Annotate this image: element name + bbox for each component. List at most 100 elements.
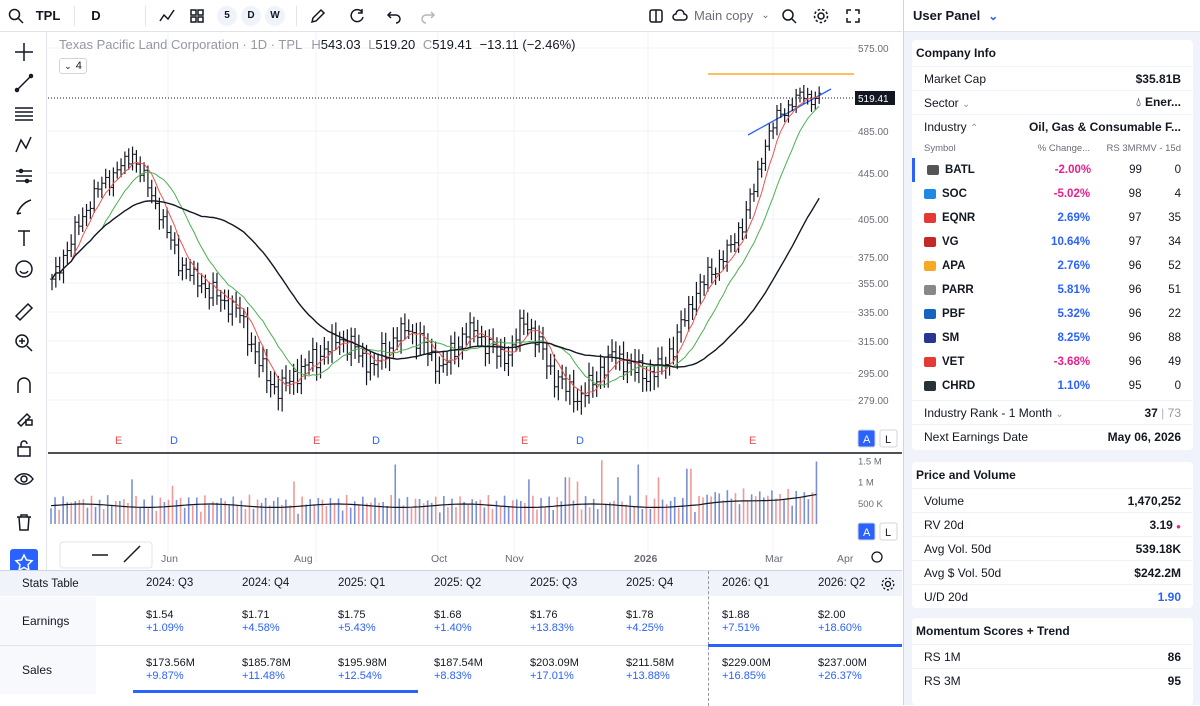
pattern-icon[interactable] <box>10 131 38 159</box>
earnings-marker[interactable]: E <box>115 435 122 447</box>
zoom-icon[interactable] <box>773 0 805 32</box>
volume-label: Volume <box>924 493 965 508</box>
avg-dollar-vol-label: Avg $ Vol. 50d <box>924 565 1002 580</box>
indicators-icon[interactable] <box>152 0 182 32</box>
layout-dropdown[interactable]: Main copy ⌄ <box>671 0 771 32</box>
rs3m-label: RS 3M <box>924 673 961 688</box>
emoji-icon[interactable] <box>10 255 38 283</box>
fullscreen-icon[interactable] <box>837 0 869 32</box>
user-panel-header[interactable]: User Panel ⌄ <box>904 0 1200 32</box>
redo-icon[interactable] <box>411 0 445 32</box>
earnings-marker[interactable]: E <box>749 435 756 447</box>
drop-icon: 💧︎ <box>1136 95 1141 109</box>
peer-row[interactable]: PARR 5.81% 96 51 <box>912 278 1193 302</box>
scale-button-bg[interactable] <box>879 429 898 448</box>
pencil-icon[interactable] <box>303 0 333 32</box>
peer-row[interactable]: SOC -5.02% 98 4 <box>912 182 1193 206</box>
peer-symbol: VET <box>942 356 965 368</box>
ud-value: 1.90 <box>1157 589 1181 604</box>
stats-column-header: 2025: Q1 <box>338 577 386 589</box>
industry-rank-label: Industry Rank - 1 Month <box>924 405 1053 420</box>
gear-icon[interactable] <box>805 0 837 32</box>
peer-symbol: EQNR <box>942 212 976 224</box>
ruler-icon[interactable] <box>10 298 38 326</box>
goto-realtime-icon[interactable] <box>871 551 883 563</box>
y-axis-tick: 575.00 <box>858 44 889 55</box>
price-chart[interactable]: 575.00 485.00 445.00 405.00 375.00 355.00 335.… <box>48 32 902 570</box>
legend-low-label: L <box>368 37 376 52</box>
templates-icon[interactable] <box>182 0 212 32</box>
earnings-growth: +4.25% <box>626 622 664 634</box>
chevron-down-icon: ⌄ <box>962 98 971 110</box>
peer-rmv: 0 <box>1174 380 1181 392</box>
earnings-cell: $1.71 +4.58% <box>242 609 280 635</box>
magnet-icon[interactable] <box>10 372 38 400</box>
interval-button[interactable]: D <box>91 8 101 23</box>
scale-button-bg[interactable] <box>857 429 876 448</box>
earnings-growth: +1.09% <box>146 622 184 634</box>
sales-cell: $229.00M +16.85% <box>722 657 771 683</box>
range-d-button[interactable]: D <box>241 5 261 26</box>
stats-settings-icon[interactable] <box>880 576 896 592</box>
crosshair-icon[interactable] <box>10 38 38 66</box>
trendline[interactable] <box>747 88 832 136</box>
peer-row[interactable]: CHRD 1.10% 95 0 <box>912 374 1193 398</box>
symbol-search-icon[interactable] <box>4 0 28 32</box>
peer-row[interactable]: PBF 5.32% 96 22 <box>912 302 1193 326</box>
unlock-icon[interactable] <box>10 434 38 462</box>
industry-rank-value: 37 <box>1144 405 1158 420</box>
earnings-growth: +18.60% <box>818 622 862 634</box>
volume-auto-scale-button[interactable]: A <box>863 527 871 539</box>
trash-icon[interactable] <box>10 508 38 536</box>
rv-row: RV 20d 3.19 ● <box>912 512 1193 536</box>
peer-row[interactable]: EQNR 2.69% 97 35 <box>912 206 1193 230</box>
symbol-label[interactable]: TPL <box>35 8 61 23</box>
volume-log-scale-button[interactable]: L <box>885 527 891 539</box>
market-cap-row: Market Cap $35.81B <box>912 66 1193 90</box>
peer-rmv: 49 <box>1168 356 1181 368</box>
current-quarter-divider <box>708 571 709 706</box>
zoom-in-icon[interactable] <box>10 329 38 357</box>
peer-symbol: APA <box>942 260 966 272</box>
company-logo-icon <box>924 237 936 247</box>
peer-row[interactable]: SM 8.25% 96 88 <box>912 326 1193 350</box>
industry-row[interactable]: Industry ⌃ Oil, Gas & Consumable F... <box>912 114 1193 138</box>
earnings-value: $1.71 <box>242 609 270 621</box>
trendline-icon[interactable] <box>10 69 38 97</box>
auto-scale-button[interactable]: A <box>863 434 871 446</box>
eye-icon[interactable] <box>10 465 38 493</box>
earnings-marker[interactable]: E <box>521 435 528 447</box>
indicator-toggle[interactable]: ⌄ 4 <box>59 58 87 74</box>
col-symbol: Symbol <box>924 142 956 154</box>
log-scale-button[interactable]: L <box>885 434 891 446</box>
volume-scale-button-bg[interactable] <box>857 522 876 541</box>
prediction-icon[interactable] <box>10 162 38 190</box>
peer-row[interactable]: APA 2.76% 96 52 <box>912 254 1193 278</box>
dividend-marker[interactable]: D <box>170 435 178 447</box>
peer-row[interactable]: VG 10.64% 97 34 <box>912 230 1193 254</box>
refresh-icon[interactable] <box>337 0 377 32</box>
volume-scale-button-bg[interactable] <box>879 522 898 541</box>
peer-change: 2.76% <box>1057 260 1091 272</box>
stats-title: Stats Table <box>22 577 79 590</box>
chart-legend: Texas Pacific Land Corporation · 1D · TP… <box>59 37 575 52</box>
range-w-button[interactable]: W <box>265 5 285 26</box>
fib-icon[interactable] <box>10 100 38 128</box>
earnings-marker[interactable]: E <box>313 435 320 447</box>
ray-tool-icon[interactable] <box>123 545 141 563</box>
dividend-marker[interactable]: D <box>372 435 380 447</box>
industry-rank-row[interactable]: Industry Rank - 1 Month ⌄ 37 | 73 <box>912 400 1193 424</box>
layout-icon[interactable] <box>641 0 671 32</box>
peer-row[interactable]: VET -3.68% 96 49 <box>912 350 1193 374</box>
sector-row[interactable]: Sector ⌄ 💧︎ Ener... <box>912 90 1193 114</box>
lock-drawing-icon[interactable] <box>10 403 38 431</box>
sales-value: $185.78M <box>242 657 291 669</box>
peer-row[interactable]: BATL -2.00% 99 0 <box>912 158 1193 182</box>
brush-icon[interactable] <box>10 193 38 221</box>
dividend-marker[interactable]: D <box>576 435 584 447</box>
range-5-button[interactable]: 5 <box>217 5 237 26</box>
peer-rmv: 52 <box>1168 260 1181 272</box>
sales-value: $195.98M <box>338 657 387 669</box>
text-icon[interactable] <box>10 224 38 252</box>
undo-icon[interactable] <box>377 0 411 32</box>
